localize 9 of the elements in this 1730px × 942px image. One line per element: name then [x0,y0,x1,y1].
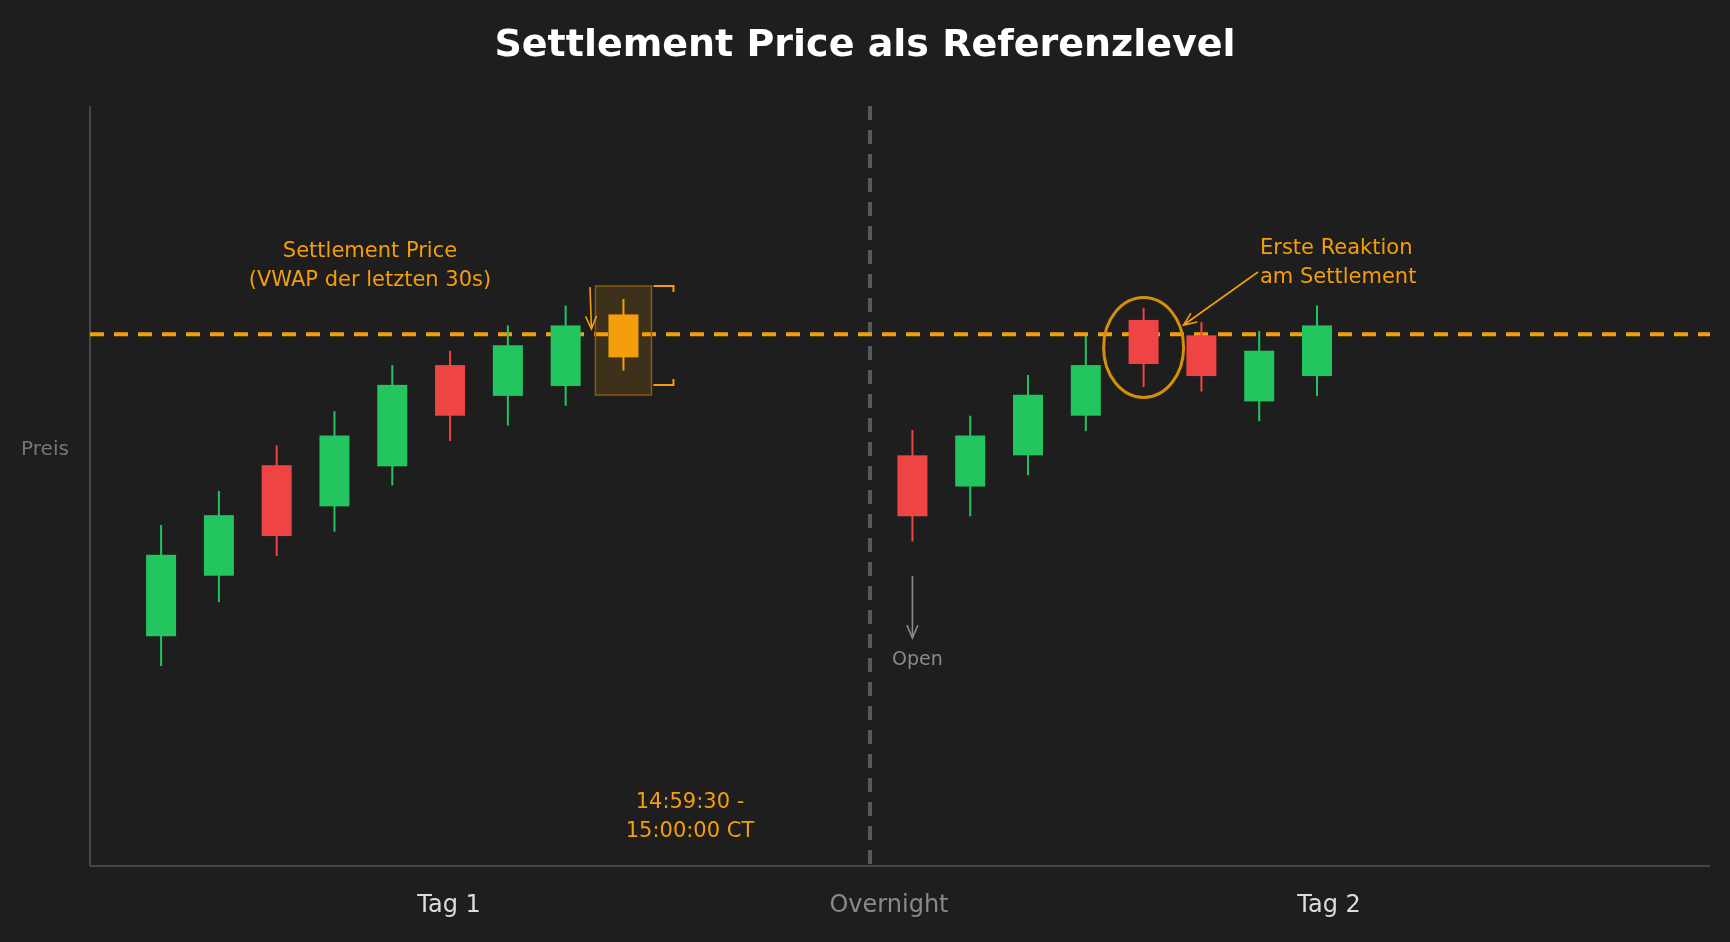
text: Overnight [829,890,949,918]
text: Settlement Price (VWAP der letzten 30s) [248,238,492,291]
chart-title: Settlement Price als Referenzlevel [494,21,1236,65]
annotation: Open [892,647,943,669]
y-axis-title: Preis [21,436,69,460]
text: Tag 1 [416,890,481,918]
text: Tag 2 [1296,890,1361,918]
text: Erste Reaktion am Settlement [1260,235,1417,288]
text: 14:59:30 - 15:00:00 CT [625,789,755,842]
